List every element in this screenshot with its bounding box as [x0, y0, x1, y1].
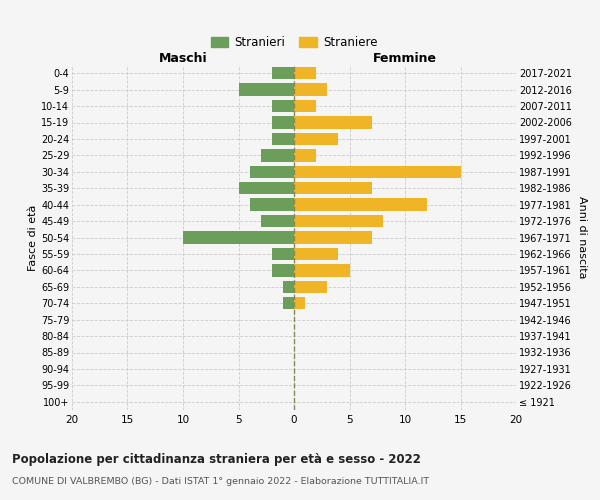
Bar [250, 198, 294, 211]
Legend: Stranieri, Straniere: Stranieri, Straniere [206, 31, 382, 54]
Bar [260, 215, 294, 227]
Bar [294, 100, 316, 112]
Bar [272, 248, 294, 260]
Bar [272, 133, 294, 145]
Bar [239, 182, 294, 194]
Bar [294, 133, 338, 145]
Bar [272, 67, 294, 80]
Bar [294, 84, 328, 96]
Bar [250, 166, 294, 178]
Text: COMUNE DI VALBREMBO (BG) - Dati ISTAT 1° gennaio 2022 - Elaborazione TUTTITALIA.: COMUNE DI VALBREMBO (BG) - Dati ISTAT 1°… [12, 478, 429, 486]
Text: Femmine: Femmine [373, 52, 437, 65]
Bar [294, 166, 461, 178]
Bar [272, 264, 294, 276]
Bar [183, 232, 294, 243]
Bar [294, 149, 316, 162]
Bar [294, 248, 338, 260]
Text: Maschi: Maschi [158, 52, 208, 65]
Bar [294, 215, 383, 227]
Bar [294, 232, 372, 243]
Y-axis label: Anni di nascita: Anni di nascita [577, 196, 587, 279]
Bar [283, 280, 294, 293]
Bar [294, 198, 427, 211]
Bar [294, 67, 316, 80]
Text: Popolazione per cittadinanza straniera per età e sesso - 2022: Popolazione per cittadinanza straniera p… [12, 452, 421, 466]
Bar [272, 100, 294, 112]
Bar [283, 297, 294, 310]
Bar [294, 116, 372, 128]
Bar [272, 116, 294, 128]
Y-axis label: Fasce di età: Fasce di età [28, 204, 38, 270]
Bar [294, 264, 349, 276]
Bar [260, 149, 294, 162]
Bar [294, 280, 328, 293]
Bar [239, 84, 294, 96]
Bar [294, 182, 372, 194]
Bar [294, 297, 305, 310]
